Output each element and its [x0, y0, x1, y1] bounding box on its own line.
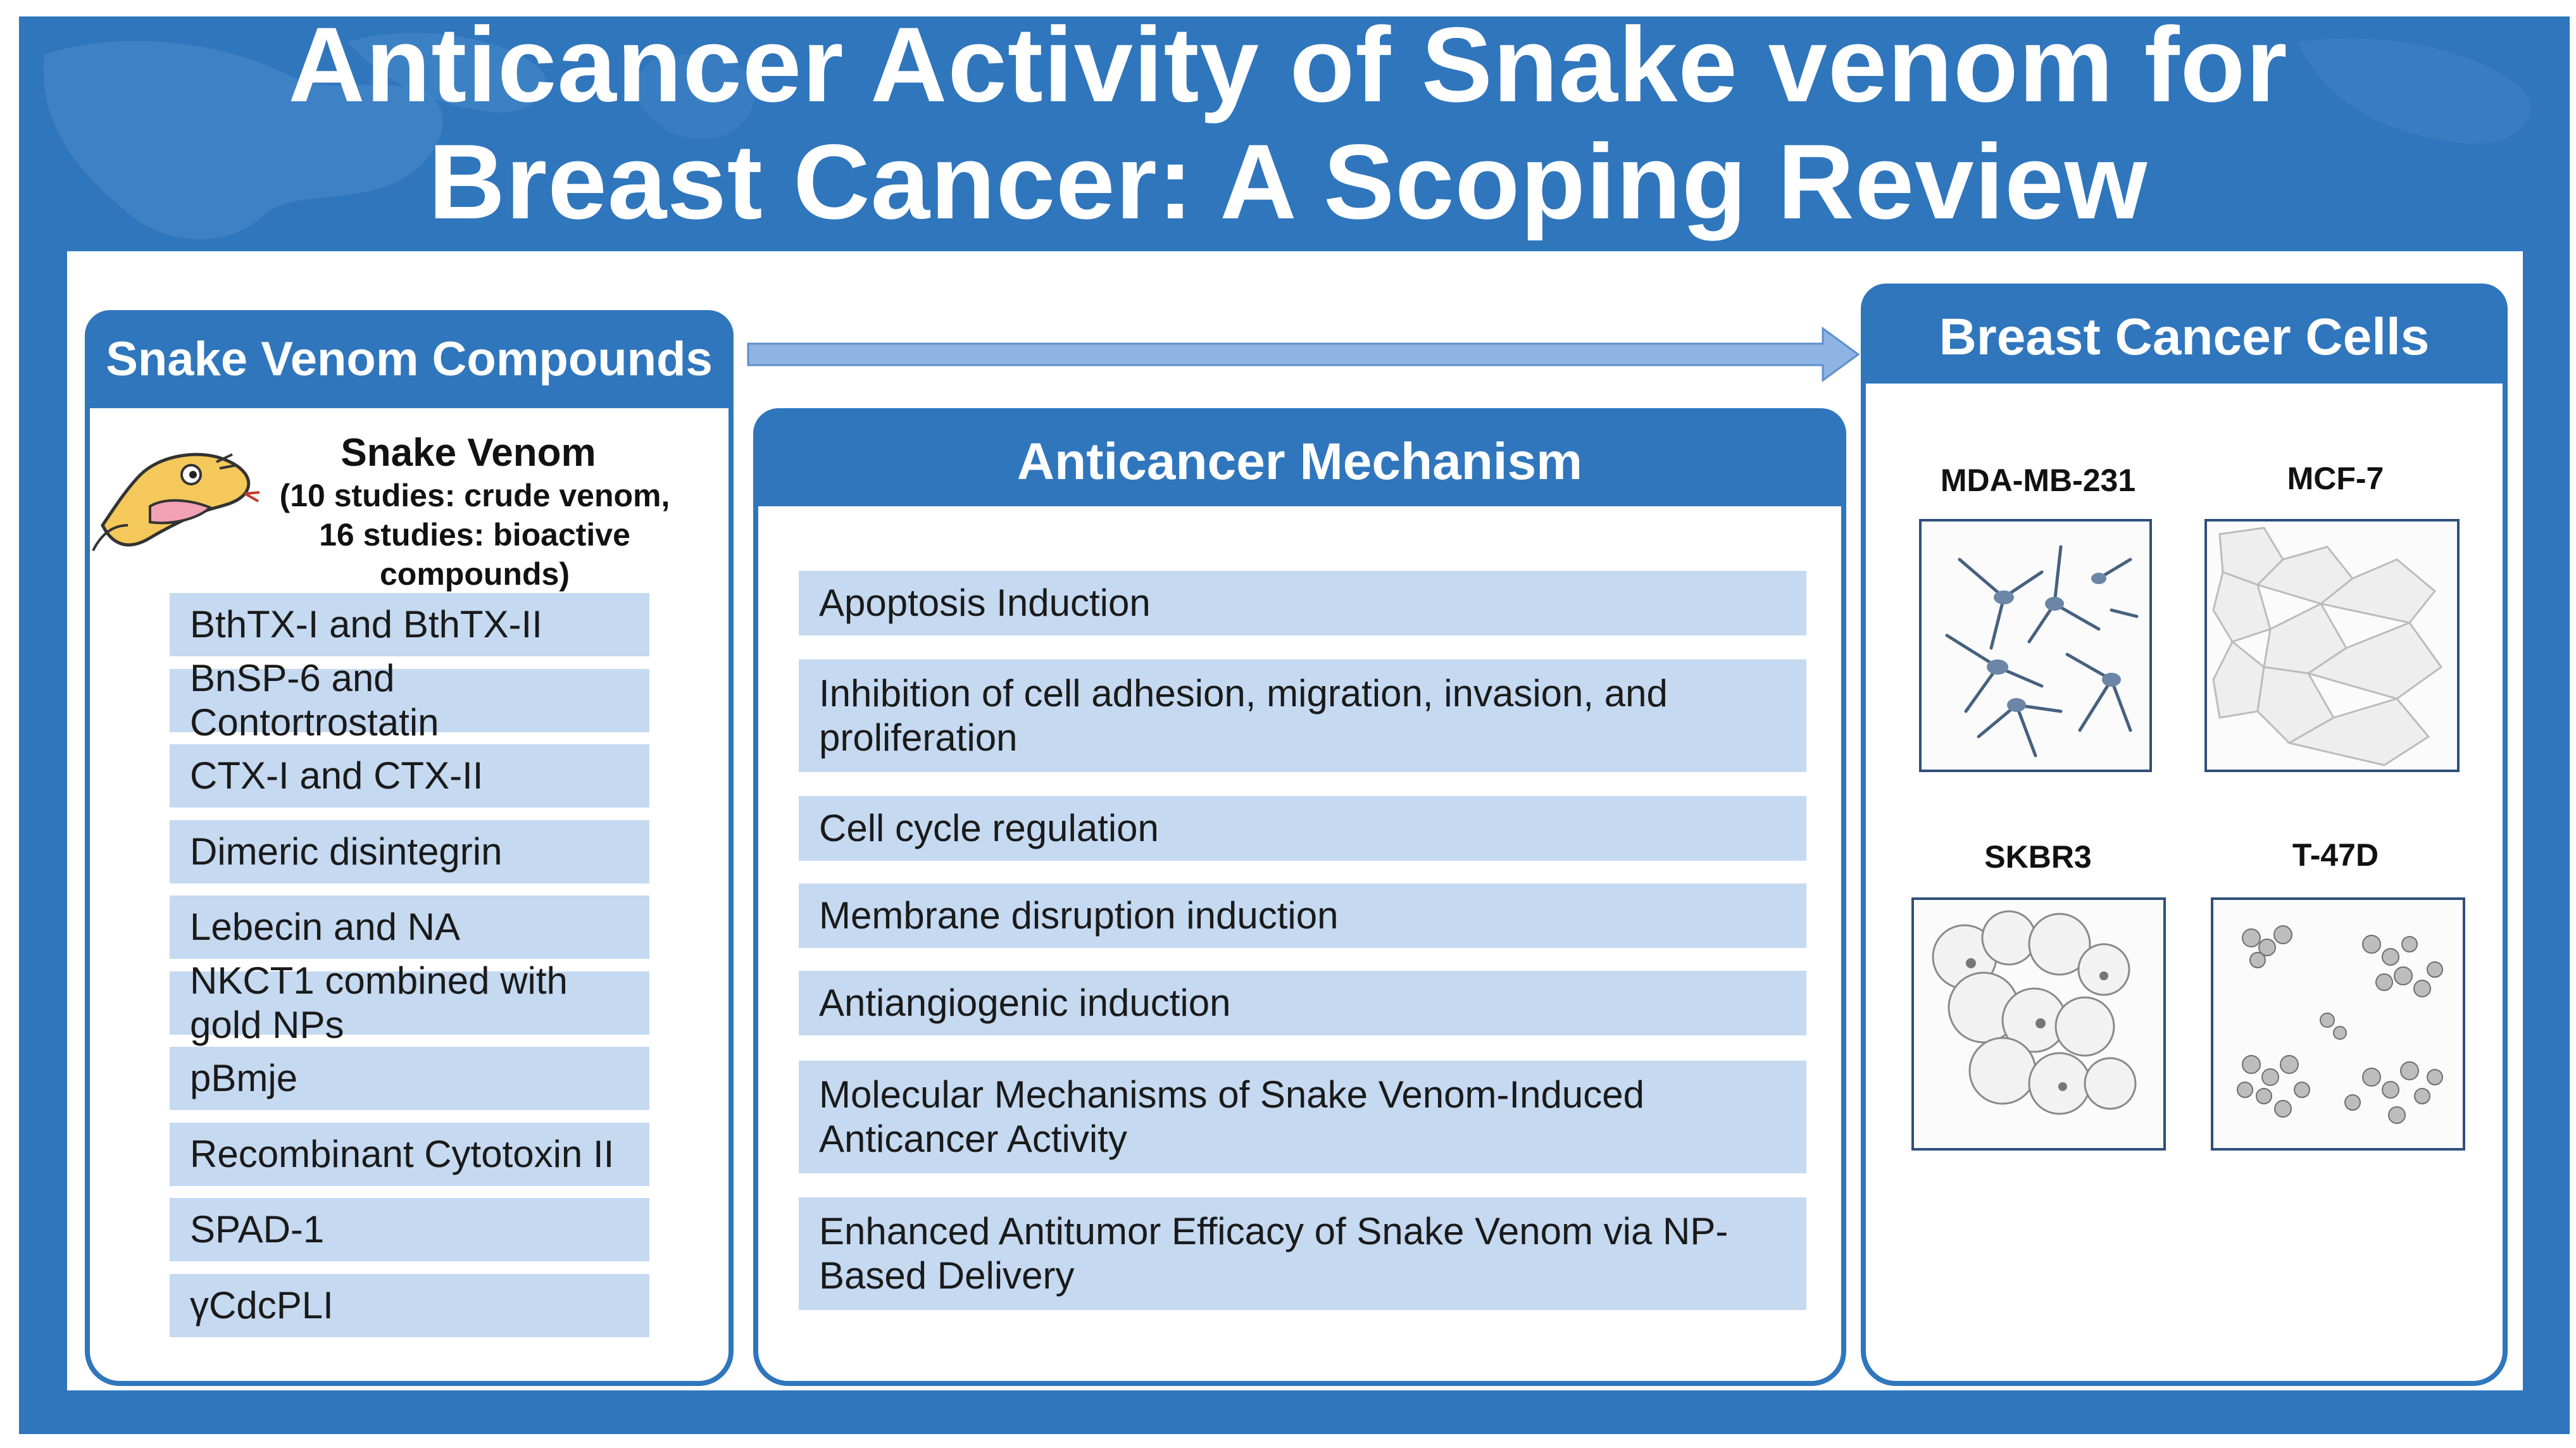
- page-title: Anticancer Activity of Snake venom for B…: [0, 6, 2576, 240]
- title-line-2: Breast Cancer: A Scoping Review: [428, 122, 2148, 241]
- compound-item: pBmje: [170, 1047, 649, 1110]
- mda-mb-231-cell-image: [1919, 519, 2152, 772]
- compound-item: γCdcPLI: [170, 1273, 649, 1337]
- compound-item: CTX-I and CTX-II: [170, 744, 649, 808]
- mechanism-item: Cell cycle regulation: [799, 796, 1806, 861]
- cells-header-text: Breast Cancer Cells: [1939, 308, 2430, 366]
- mechanism-item: Antiangiogenic induction: [799, 971, 1806, 1035]
- venom-study-line-1: (10 studies: crude venom,: [279, 478, 670, 513]
- cell-label-t-47d: T-47D: [2292, 837, 2379, 873]
- cell-label-mda-mb-231: MDA-MB-231: [1940, 463, 2136, 498]
- right-arrow-icon: [747, 327, 1860, 382]
- cells-panel-header: Breast Cancer Cells: [1861, 284, 2508, 384]
- dense-cells-illustration: [2237, 925, 2443, 1124]
- skbr3-cell-image: [1911, 897, 2166, 1151]
- mcf-7-cell-image: [2204, 519, 2460, 772]
- mechanism-item: Enhanced Antitumor Efficacy of Snake Ven…: [799, 1197, 1806, 1310]
- mechanism-item: Apoptosis Induction: [799, 571, 1806, 635]
- snake-head-icon: [92, 453, 260, 551]
- cell-label-skbr3: SKBR3: [1984, 839, 2092, 875]
- compound-item: SPAD-1: [170, 1198, 649, 1261]
- cells-panel: [1861, 284, 2508, 1386]
- venom-heading: Snake Venom: [341, 431, 596, 475]
- compound-item: Lebecin and NA: [170, 896, 649, 959]
- cobblestone-cells-illustration: [2212, 527, 2443, 766]
- compound-item: NKCT1 combined with gold NPs: [170, 959, 649, 1046]
- mechanism-item: Membrane disruption induction: [799, 883, 1806, 948]
- clustered-cells-illustration: [1932, 910, 2137, 1115]
- compounds-header-text: Snake Venom Compounds: [106, 332, 713, 386]
- compound-item: Dimeric disintegrin: [170, 820, 649, 883]
- mechanism-panel-header: Anticancer Mechanism: [753, 408, 1846, 506]
- venom-study-line-2: 16 studies: bioactive compounds): [319, 517, 630, 592]
- compound-item: Recombinant Cytotoxin II: [170, 1122, 649, 1186]
- world-map-watermark: [43, 32, 2531, 240]
- cell-label-mcf-7: MCF-7: [2287, 461, 2384, 496]
- compound-item: BthTX-I and BthTX-II: [170, 593, 649, 656]
- mechanism-item: Inhibition of cell adhesion, migration, …: [799, 659, 1806, 772]
- compound-item: BnSP-6 and Contortrostatin: [170, 657, 649, 744]
- t-47d-cell-image: [2211, 897, 2465, 1151]
- spindle-cells-illustration: [1945, 545, 2139, 758]
- venom-study-counts: (10 studies: crude venom, 16 studies: bi…: [228, 476, 722, 594]
- mechanism-header-text: Anticancer Mechanism: [1016, 433, 1583, 490]
- mechanism-item: Molecular Mechanisms of Snake Venom-Indu…: [799, 1061, 1806, 1173]
- compounds-panel-header: Snake Venom Compounds: [85, 310, 734, 408]
- title-line-1: Anticancer Activity of Snake venom for: [288, 5, 2288, 124]
